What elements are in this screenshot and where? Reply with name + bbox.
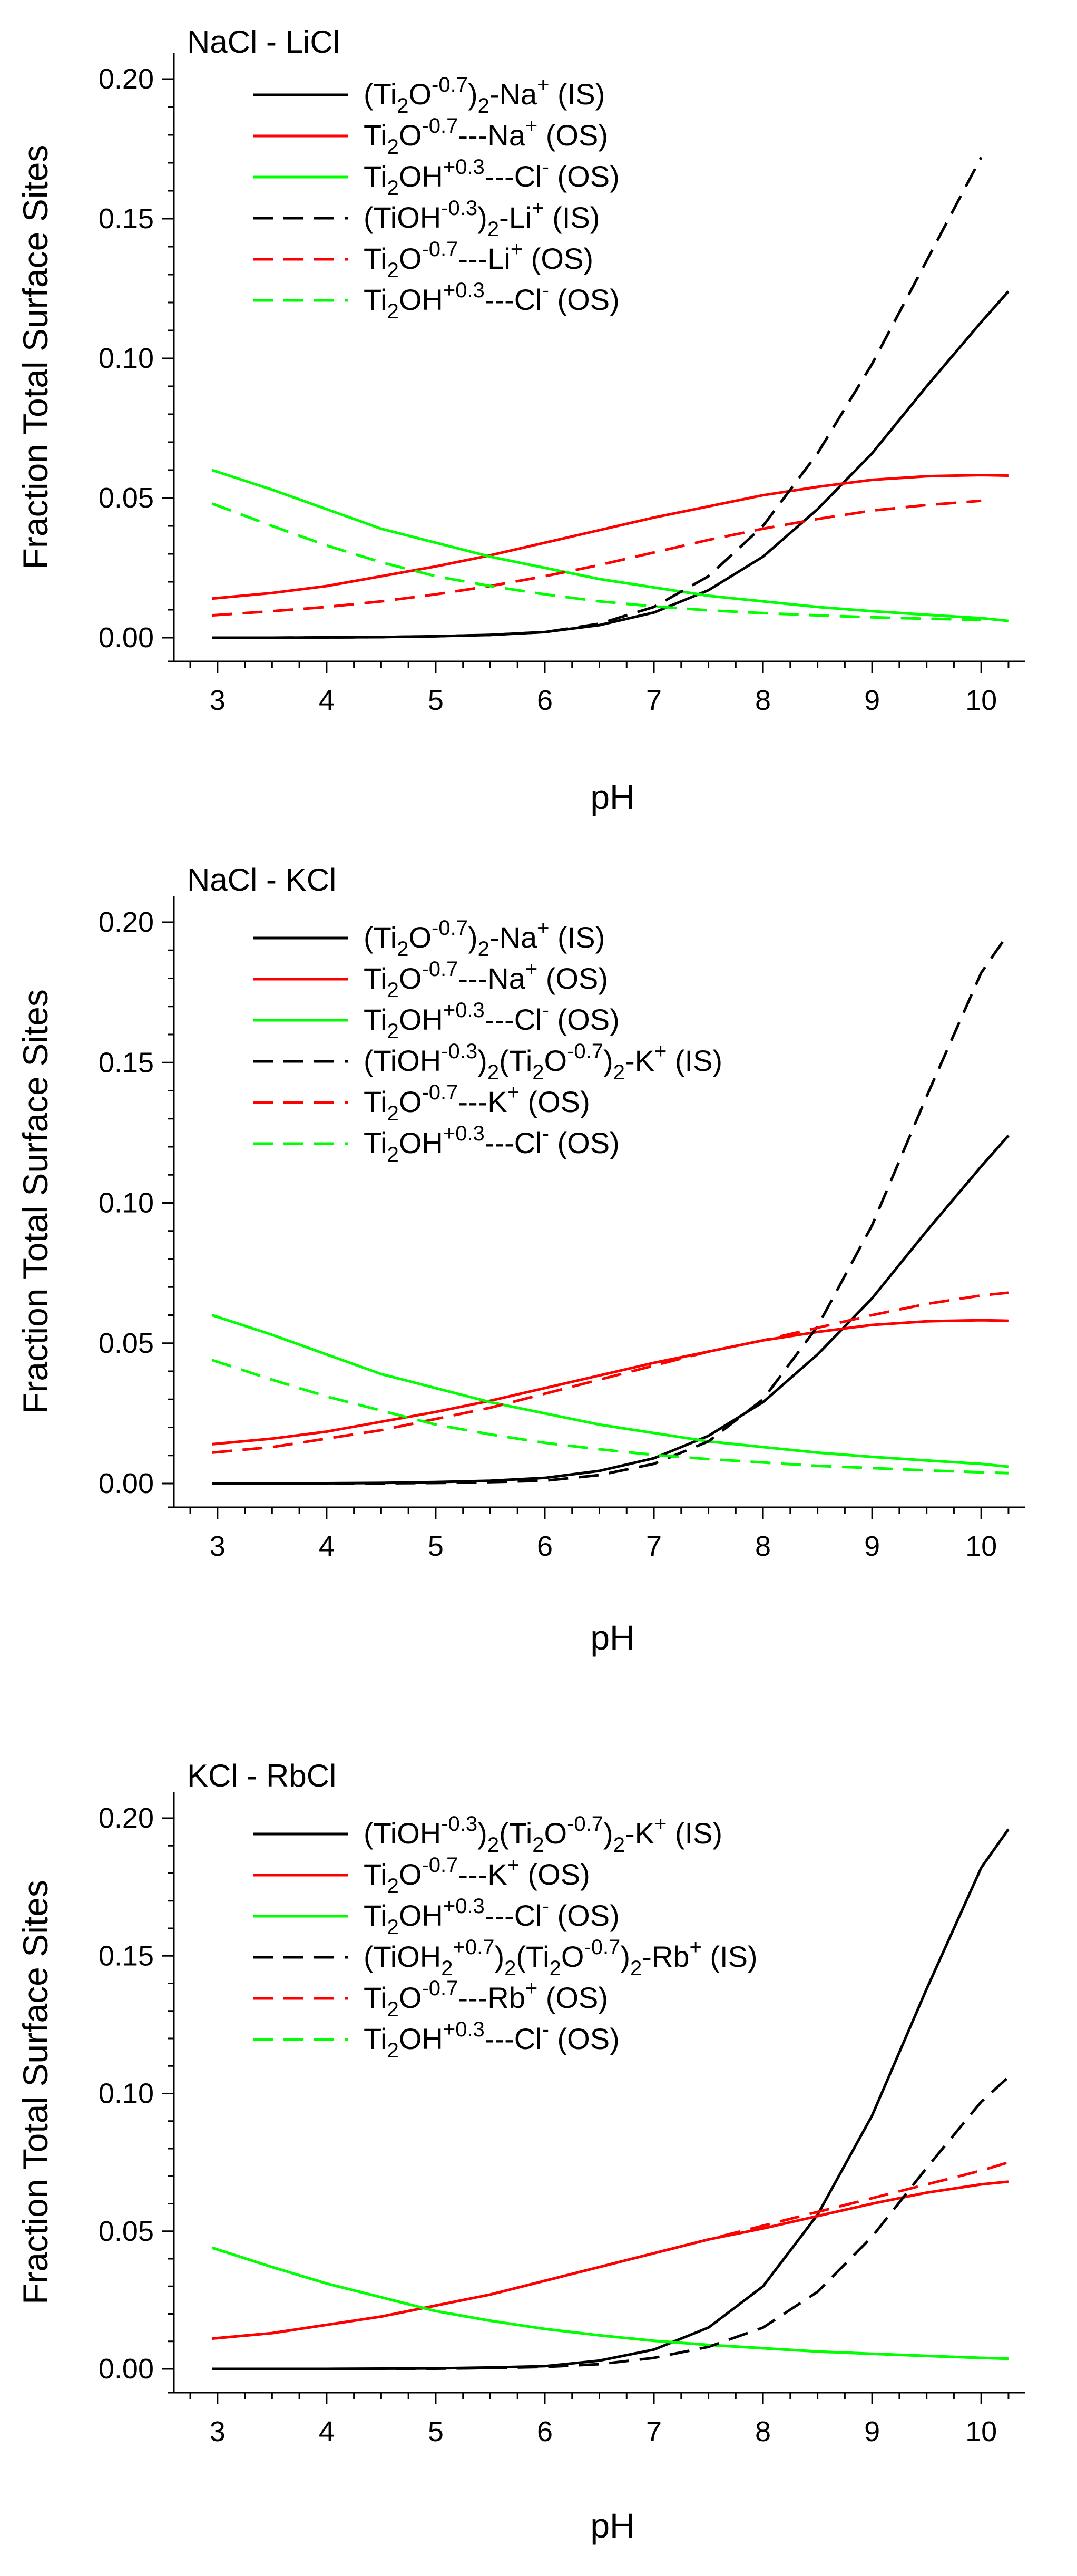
chart-panel-2: NaCl - KCl 0.00 0.05 0.10 0.15 0.20 3 4 5 6 7 8 9 10 p…: [16, 862, 1025, 1657]
y-tick-label: 0.10: [99, 343, 154, 374]
x-tick-label: 10: [965, 1530, 997, 1562]
y-tick-label: 0.10: [99, 1187, 154, 1219]
y-tick-label: 0.05: [99, 482, 154, 514]
series-line-3: [211, 469, 1009, 622]
x-axis-label: pH: [590, 777, 634, 816]
y-tick-label: 0.00: [99, 2353, 154, 2385]
x-tick-label: 7: [646, 685, 662, 716]
y-axis-label: Fraction Total Surface Sites: [16, 989, 55, 1414]
x-tick-label: 3: [210, 685, 226, 716]
x-tick-label: 6: [537, 1530, 553, 1562]
y-tick-label: 0.15: [99, 1047, 154, 1078]
x-tick-label: 7: [646, 2416, 662, 2447]
series-line-2: [212, 2180, 1009, 2340]
panel-title: KCl - RbCl: [187, 1758, 336, 1793]
x-tick-label: 9: [864, 685, 880, 716]
x-tick-label: 5: [428, 685, 444, 716]
series-line-6: [211, 502, 982, 621]
legend-label-1: (TiOH-0.3)2(Ti2O-0.7)2-K+ (IS): [364, 1812, 722, 1857]
series-line-5: [212, 499, 982, 617]
x-tick-label: 7: [646, 1530, 662, 1562]
chart-panel-3: KCl - RbCl 0.00 0.05 0.10 0.15 0.20 3 4 5 6 7 8 9 10 p…: [16, 1758, 1025, 2545]
legend-label-3: Ti2OH+0.3---Cl- (OS): [364, 1895, 620, 1939]
x-tick-label: 3: [210, 1530, 226, 1562]
x-tick-label: 4: [319, 685, 335, 716]
x-axis-label: pH: [590, 2506, 634, 2545]
legend-label-2: Ti2O-0.7---K+ (OS): [364, 1853, 590, 1898]
x-tick-label: 5: [428, 2416, 444, 2447]
legend-label-2: Ti2O-0.7---Na+ (OS): [364, 114, 608, 159]
legend-label-5: Ti2O-0.7---K+ (OS): [364, 1081, 590, 1125]
series-line-4: [212, 157, 983, 639]
legend-label-3: Ti2OH+0.3---Cl- (OS): [364, 999, 620, 1043]
x-tick-label: 8: [755, 685, 771, 716]
legend-label-4: (TiOH-0.3)2(Ti2O-0.7)2-K+ (IS): [364, 1040, 722, 1084]
series-line-4: [212, 2076, 1010, 2370]
x-axis-label: pH: [590, 1618, 634, 1657]
series-line-4: [212, 932, 1010, 1485]
y-axis-label: Fraction Total Surface Sites: [16, 1880, 55, 2305]
x-tick-label: 8: [755, 2416, 771, 2447]
x-tick-label: 4: [319, 2416, 335, 2447]
y-tick-label: 0.00: [99, 1468, 154, 1499]
legend-label-2: Ti2O-0.7---Na+ (OS): [364, 958, 608, 1002]
series-line-3: [211, 1314, 1009, 1468]
legend-label-4: (TiOH-0.3)2-Li+ (IS): [364, 197, 600, 241]
x-tick-label: 10: [965, 685, 997, 716]
y-tick-label: 0.20: [99, 63, 154, 95]
y-tick-label: 0.20: [99, 1802, 154, 1834]
legend-label-5: Ti2O-0.7---Li+ (OS): [364, 238, 593, 282]
legend-label-5: Ti2O-0.7---Rb+ (OS): [364, 1977, 608, 2021]
y-axis-label: Fraction Total Surface Sites: [16, 145, 55, 570]
x-tick-label: 10: [965, 2416, 997, 2447]
legend-label-3: Ti2OH+0.3---Cl- (OS): [364, 155, 620, 200]
x-tick-label: 8: [755, 1530, 771, 1562]
legend-label-6: Ti2OH+0.3---Cl- (OS): [364, 1122, 620, 1166]
series-line-2: [212, 474, 1009, 600]
legend-label-1: (Ti2O-0.7)2-Na+ (IS): [364, 73, 605, 118]
x-tick-label: 4: [319, 1530, 335, 1562]
y-tick-label: 0.15: [99, 1940, 154, 1972]
legend-label-1: (Ti2O-0.7)2-Na+ (IS): [364, 916, 605, 961]
panel-title: NaCl - LiCl: [187, 24, 340, 60]
x-tick-label: 9: [864, 2416, 880, 2447]
x-tick-label: 9: [864, 1530, 880, 1562]
series-line-2: [212, 1319, 1009, 1446]
legend-label-6: Ti2OH+0.3---Cl- (OS): [364, 2018, 620, 2062]
y-tick-label: 0.00: [99, 622, 154, 653]
y-tick-label: 0.10: [99, 2078, 154, 2110]
series-line-5: [212, 2161, 1009, 2340]
y-tick-label: 0.20: [99, 906, 154, 938]
y-tick-label: 0.05: [99, 2216, 154, 2247]
legend-label-4: (TiOH2+0.7)2(Ti2O-0.7)2-Rb+ (IS): [364, 1936, 758, 1980]
legend-label-6: Ti2OH+0.3---Cl- (OS): [364, 279, 620, 323]
chart-panel-1: NaCl - LiCl 0.00 0.05 0.10 0.15 0.20 3 4 5 6 7 8 9 10…: [16, 24, 1025, 816]
y-tick-label: 0.15: [99, 203, 154, 235]
y-tick-label: 0.05: [99, 1328, 154, 1359]
x-tick-label: 6: [537, 2416, 553, 2447]
x-tick-label: 5: [428, 1530, 444, 1562]
x-tick-label: 6: [537, 685, 553, 716]
panel-title: NaCl - KCl: [187, 862, 336, 897]
x-tick-label: 3: [210, 2416, 226, 2447]
series-line-3: [211, 2246, 1009, 2360]
